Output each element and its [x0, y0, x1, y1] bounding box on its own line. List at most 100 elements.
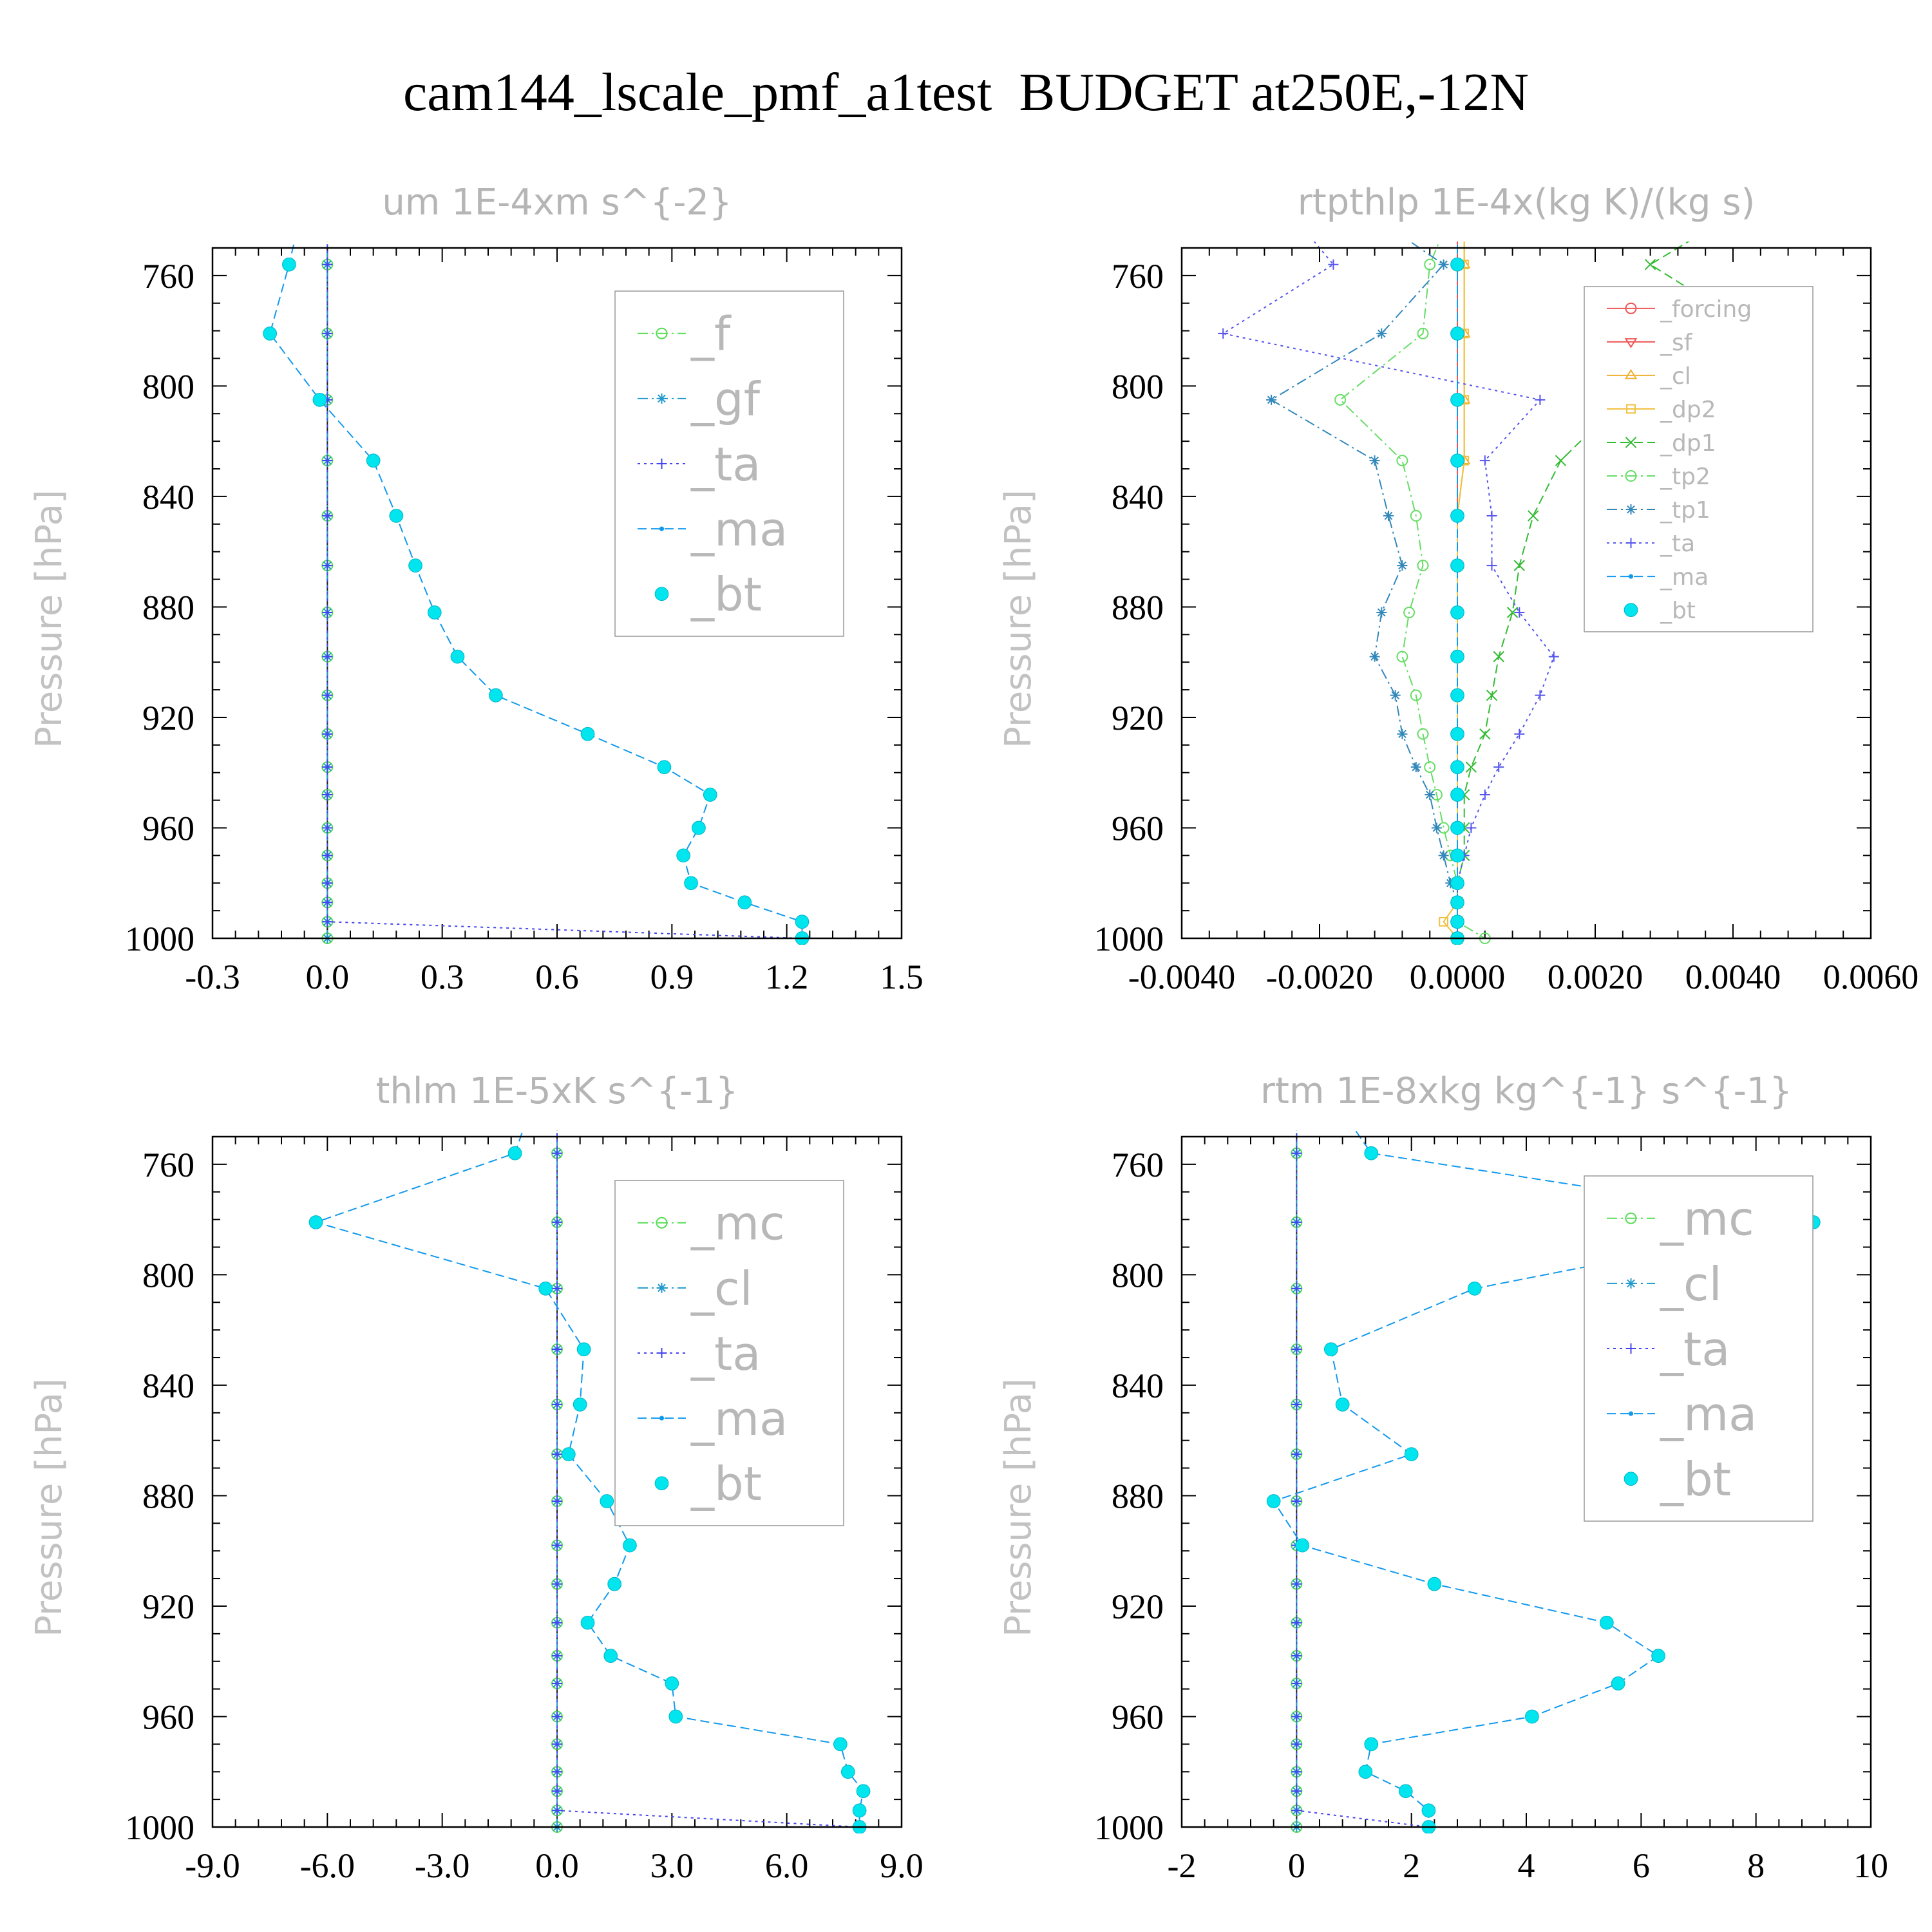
point-bt — [1450, 509, 1464, 523]
x-tick-label: -9.0 — [185, 1846, 240, 1885]
point-bt — [665, 1676, 679, 1690]
point-ta — [1548, 651, 1559, 662]
y-tick-label: 920 — [1112, 1587, 1164, 1626]
point-bt — [1450, 760, 1464, 774]
x-tick-label: 0.0060 — [1823, 958, 1919, 996]
legend-marker-ma — [1628, 1411, 1634, 1416]
legend-label-ta: _ta — [690, 437, 761, 491]
plot-area — [308, 1130, 871, 1833]
point-bt — [573, 1397, 587, 1412]
point-tp2 — [1417, 560, 1429, 572]
x-tick-label: -0.0040 — [1128, 958, 1235, 996]
legend-label-bt: _bt — [690, 567, 762, 621]
point-dp1 — [1506, 607, 1519, 618]
point-bt — [1450, 914, 1464, 929]
point-dp1 — [1644, 259, 1656, 270]
point-bt — [263, 327, 278, 341]
y-tick-label: 1000 — [1094, 1808, 1164, 1847]
panel-title: um 1E-4xm s^{-2} — [382, 182, 732, 223]
point-dp2 — [1439, 916, 1448, 927]
plot-area — [1218, 242, 1766, 945]
x-tick-label: 4 — [1518, 1846, 1535, 1885]
x-tick-label: 0 — [1288, 1846, 1305, 1885]
point-bt — [1266, 1494, 1281, 1508]
legend-label-gf: _gf — [690, 372, 761, 426]
point-ta — [1291, 1766, 1302, 1777]
point-tp1 — [1390, 690, 1401, 701]
point-ta — [552, 1786, 562, 1797]
point-tp1 — [1369, 651, 1380, 662]
legend-label-f: _f — [690, 307, 732, 361]
point-ta — [322, 822, 333, 833]
point-bt — [507, 1146, 522, 1160]
point-bt — [1358, 1765, 1373, 1779]
legend-label-cl: _cl — [1660, 363, 1691, 390]
y-tick-label: 1000 — [125, 1808, 194, 1847]
x-tick-label: -6.0 — [300, 1846, 355, 1885]
point-bt — [576, 1342, 591, 1357]
point-bt — [692, 820, 706, 835]
point-bt — [489, 688, 503, 703]
legend-marker-sf — [1624, 338, 1638, 348]
y-tick-label: 880 — [142, 1477, 194, 1515]
point-tp1 — [1438, 850, 1449, 861]
point-ta — [1479, 790, 1490, 800]
point-ta — [1291, 1283, 1302, 1294]
point-ta — [1291, 1148, 1302, 1159]
point-bt — [833, 1737, 848, 1752]
x-tick-label: 0.3 — [421, 958, 464, 996]
x-tick-label: 0.0020 — [1548, 958, 1643, 996]
x-tick-label: 6 — [1633, 1846, 1650, 1885]
point-bt — [657, 760, 672, 774]
point-tp1 — [1438, 259, 1449, 270]
point-bt — [1421, 1803, 1436, 1818]
y-tick-label: 840 — [1112, 1367, 1164, 1405]
legend-label-ta: _ta — [1660, 531, 1695, 557]
x-tick-label: 0.6 — [535, 958, 579, 996]
point-bt — [1450, 848, 1464, 863]
legend-marker-bt — [1624, 603, 1638, 618]
point-tp2 — [1334, 393, 1347, 406]
x-tick-label: -3.0 — [415, 1846, 469, 1885]
point-bt — [600, 1494, 614, 1508]
x-tick-label: 0.0 — [306, 958, 350, 996]
x-tick-label: -2 — [1168, 1846, 1197, 1885]
legend-label-ta: _ta — [690, 1327, 761, 1381]
legend: _forcing _sf _cl _dp2 _dp1 _tp2 _tp1 _ta _ma _bt — [1584, 286, 1814, 632]
point-ta — [322, 510, 333, 521]
legend-label-bt: _bt — [1660, 598, 1696, 624]
point-bt — [561, 1447, 576, 1461]
point-bt — [737, 895, 752, 910]
point-ta — [322, 878, 333, 889]
point-ta — [552, 1540, 562, 1551]
legend-marker-ta — [1625, 1343, 1636, 1354]
legend-marker-cl — [1625, 1278, 1636, 1289]
panel-title: rtm 1E-8xkg kg^{-1} s^{-1} — [1260, 1070, 1792, 1112]
legend-marker-forcing — [1625, 302, 1637, 314]
legend-label-cl: _cl — [690, 1262, 753, 1316]
y-tick-label: 880 — [1112, 588, 1164, 627]
x-tick-label: 0.0000 — [1410, 958, 1506, 996]
point-ta — [1291, 1786, 1302, 1797]
point-tp1 — [1266, 394, 1277, 405]
panel-4: rtm 1E-8xkg kg^{-1} s^{-1} Pressure [hPa]… — [998, 1070, 1888, 1885]
y-tick-label: 840 — [1112, 478, 1164, 516]
point-ta — [552, 1344, 562, 1355]
x-tick-label: 6.0 — [765, 1846, 809, 1885]
x-tick-label: 9.0 — [880, 1846, 923, 1885]
legend-marker-gf — [656, 393, 667, 404]
y-tick-label: 760 — [142, 1146, 194, 1184]
x-tick-label: -0.3 — [185, 958, 240, 996]
point-bt — [1450, 876, 1464, 891]
point-ta — [1514, 607, 1525, 618]
y-tick-label: 800 — [1112, 1256, 1164, 1294]
point-dp1 — [1513, 560, 1526, 571]
point-bt — [1611, 1676, 1625, 1690]
point-dp1 — [1479, 728, 1491, 740]
point-bt — [1335, 1397, 1350, 1412]
legend-marker-bt — [654, 1476, 669, 1491]
y-tick-label: 840 — [142, 478, 194, 516]
point-bt — [427, 605, 442, 620]
x-tick-label: 3.0 — [650, 1846, 694, 1885]
point-ta — [552, 1283, 562, 1294]
